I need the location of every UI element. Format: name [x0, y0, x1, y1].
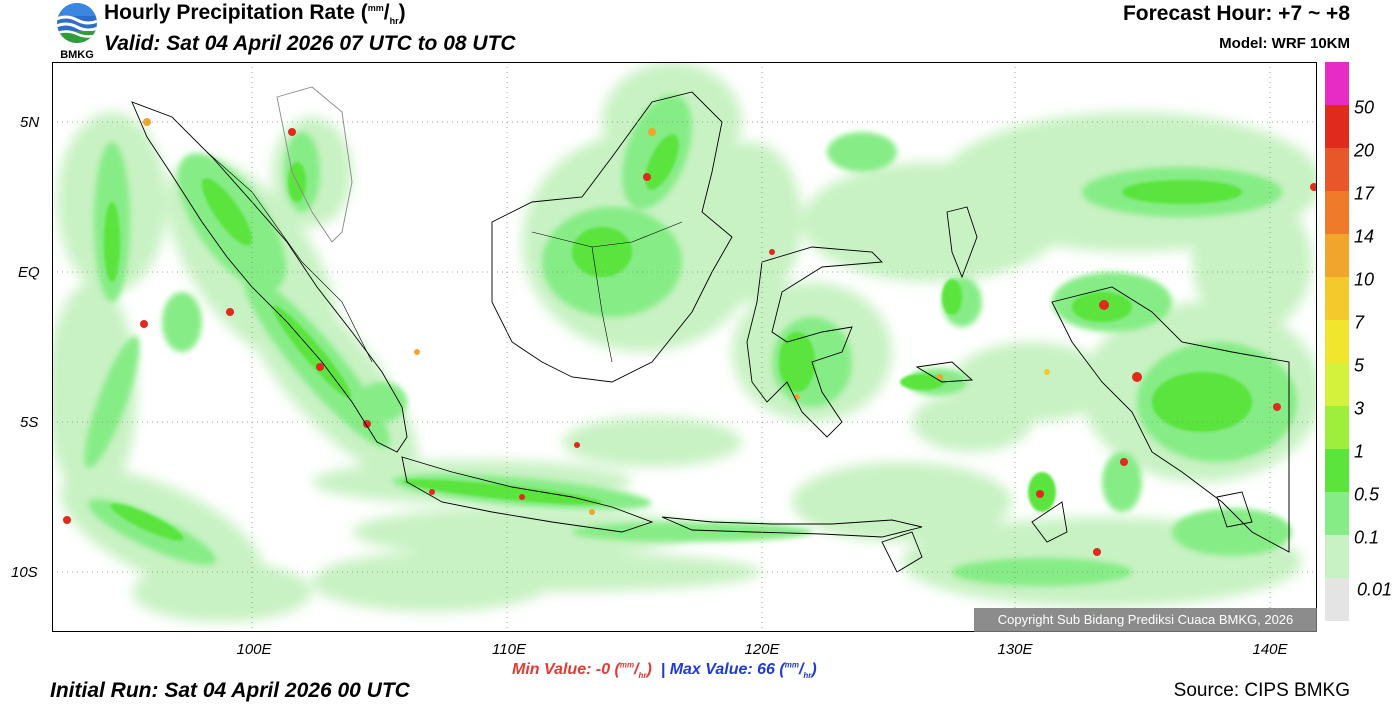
colorbar-swatch-0.01-0.1 — [1325, 535, 1349, 578]
sumatra-coast — [131, 101, 408, 453]
max-value: Max Value: 66 (mm/hr) — [669, 661, 817, 681]
colorbar-label-0.01: 0.01 — [1357, 579, 1393, 600]
colorbar-label-0.1: 0.1 — [1354, 527, 1380, 548]
max-value-text: Max Value: 66 ( — [669, 661, 785, 679]
precipitation-map — [52, 62, 1317, 632]
min-unit-denominator: hr — [638, 671, 647, 681]
papua-coast — [1051, 286, 1290, 553]
lon-label-120e: 120E — [744, 641, 780, 658]
lon-label-140e: 140E — [1252, 641, 1288, 658]
borneo-coast — [491, 91, 733, 383]
coastlines — [131, 86, 1290, 573]
logo-text: BMKG — [60, 49, 94, 60]
colorbar — [1325, 62, 1349, 621]
forecast-hour: Forecast Hour: +7 ~ +8 — [1122, 2, 1350, 25]
java-coast — [401, 456, 654, 533]
title-unit-denominator: hr — [389, 16, 399, 27]
bmkg-logo-icon: BMKG — [57, 3, 97, 61]
halmahera-coast — [946, 206, 978, 279]
gridlines — [52, 62, 1317, 632]
title-text: Hourly Precipitation Rate ( — [104, 1, 368, 24]
lon-label-100e: 100E — [236, 641, 272, 658]
colorbar-swatch-0.5-1 — [1325, 449, 1349, 492]
colorbar-swatch-10-14 — [1325, 234, 1349, 277]
colorbar-label-3: 3 — [1354, 398, 1365, 419]
copyright-notice: Copyright Sub Bidang Prediksi Cuaca BMKG… — [974, 608, 1317, 632]
initial-run: Initial Run: Sat 04 April 2026 00 UTC — [50, 679, 410, 702]
min-value-close: ) — [646, 661, 652, 679]
min-value-text: Min Value: -0 ( — [512, 661, 620, 679]
colorbar-label-50: 50 — [1354, 97, 1375, 118]
lon-label-130e: 130E — [997, 641, 1033, 658]
colorbar-label-0.5: 0.5 — [1354, 484, 1380, 505]
title-close: ) — [398, 1, 406, 24]
min-value: Min Value: -0 (mm/hr) — [512, 661, 652, 681]
colorbar-swatch-3-5 — [1325, 363, 1349, 406]
title-unit-numerator: mm — [367, 3, 384, 13]
colorbar-label-1: 1 — [1354, 441, 1365, 462]
malay-coast — [276, 86, 353, 243]
colorbar-swatch-below-0.01 — [1325, 578, 1349, 621]
model-label: Model: WRF 10KM — [1219, 35, 1350, 52]
southern-papua-island — [1216, 491, 1253, 528]
map-title: Hourly Precipitation Rate (mm/hr) — [104, 1, 406, 27]
min-max-values: Min Value: -0 (mm/hr) | Max Value: 66 (m… — [512, 661, 817, 681]
source-label: Source: CIPS BMKG — [1173, 680, 1350, 701]
colorbar-swatch-50plus — [1325, 62, 1349, 105]
colorbar-label-7: 7 — [1354, 312, 1365, 333]
lat-label-10s: 10S — [11, 564, 38, 581]
max-value-close: ) — [811, 661, 817, 679]
province-borders — [206, 151, 1290, 552]
lat-label-eq: EQ — [18, 264, 40, 281]
colorbar-swatch-5-7 — [1325, 320, 1349, 363]
seram-coast — [915, 361, 974, 383]
colorbar-label-10: 10 — [1354, 269, 1375, 290]
colorbar-swatch-17-20 — [1325, 148, 1349, 191]
map-border — [52, 62, 1317, 632]
colorbar-swatch-0.1-0.5 — [1325, 492, 1349, 535]
lat-label-5n: 5N — [20, 114, 40, 131]
lon-label-110e: 110E — [492, 641, 526, 658]
colorbar-swatch-20-50 — [1325, 105, 1349, 148]
colorbar-label-5: 5 — [1354, 355, 1365, 376]
map-canvas — [52, 62, 1317, 632]
sulawesi-coast — [746, 246, 884, 438]
sumba-coast — [881, 531, 923, 573]
min-unit-numerator: mm — [619, 661, 635, 670]
colorbar-label-20: 20 — [1354, 140, 1375, 161]
rain-intense-cells — [63, 118, 1317, 556]
valid-period: Valid: Sat 04 April 2026 07 UTC to 08 UT… — [104, 32, 516, 55]
max-unit-denominator: hr — [803, 671, 812, 681]
timor-coast — [1031, 501, 1068, 543]
bmkg-logo: BMKG — [52, 2, 102, 61]
colorbar-swatch-14-17 — [1325, 191, 1349, 234]
lat-label-5s: 5S — [20, 414, 39, 431]
max-unit-numerator: mm — [784, 661, 799, 670]
min-max-separator: | — [660, 661, 666, 679]
colorbar-label-14: 14 — [1354, 226, 1375, 247]
colorbar-swatch-1-3 — [1325, 406, 1349, 449]
nusa-tenggara-coast — [661, 516, 923, 538]
colorbar-label-17: 17 — [1354, 183, 1375, 204]
colorbar-swatch-7-10 — [1325, 277, 1349, 320]
